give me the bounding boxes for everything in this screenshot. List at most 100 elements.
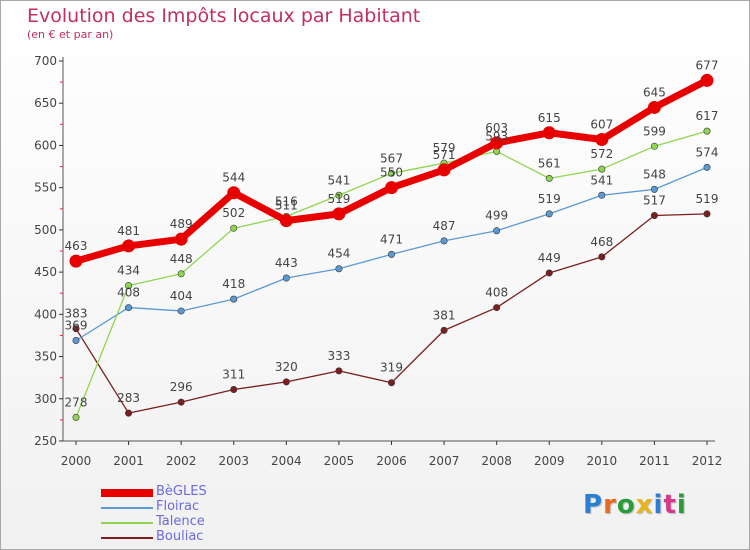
data-point-bègles [332, 207, 346, 221]
data-label-talence: 434 [117, 264, 140, 278]
data-label-bouliac: 311 [222, 367, 245, 381]
data-label-talence: 593 [485, 129, 508, 143]
data-label-floirac: 369 [65, 319, 88, 333]
data-label-bouliac: 333 [327, 349, 350, 363]
x-tick-label: 2008 [481, 454, 512, 468]
x-tick-label: 2011 [639, 454, 670, 468]
data-point-talence [598, 165, 606, 173]
data-point-floirac [72, 337, 80, 345]
data-label-bouliac: 519 [696, 192, 719, 206]
data-label-talence: 516 [275, 194, 298, 208]
x-tick-label: 2009 [534, 454, 565, 468]
data-label-talence: 572 [590, 147, 613, 161]
data-point-floirac [545, 210, 553, 218]
data-label-bouliac: 381 [433, 308, 456, 322]
data-point-bègles [69, 254, 83, 268]
data-label-floirac: 443 [275, 256, 298, 270]
x-tick-label: 2012 [692, 454, 723, 468]
y-tick-label: 450 [34, 265, 57, 279]
logo-letter: t [663, 490, 677, 520]
data-point-talence [650, 142, 658, 150]
logo-letter: i [676, 490, 687, 520]
legend-label: Talence [156, 514, 205, 529]
data-point-bègles [542, 126, 556, 140]
legend-label: Floirac [156, 499, 200, 514]
data-point-bouliac [125, 409, 133, 417]
data-point-bouliac [703, 210, 711, 218]
data-label-bègles: 677 [696, 58, 719, 72]
data-label-bouliac: 408 [485, 286, 508, 300]
proxiti-logo: Proxiti [583, 490, 687, 520]
data-label-bouliac: 296 [170, 380, 193, 394]
data-point-bègles [595, 133, 609, 147]
data-label-floirac: 408 [117, 286, 140, 300]
y-tick-label: 500 [34, 223, 57, 237]
data-point-talence [703, 127, 711, 135]
y-tick-label: 250 [34, 434, 57, 448]
data-point-bègles [279, 214, 293, 228]
data-point-floirac [493, 227, 501, 235]
data-point-bouliac [493, 304, 501, 312]
data-point-talence [335, 191, 343, 199]
data-label-bouliac: 320 [275, 360, 298, 374]
data-label-bègles: 463 [65, 239, 88, 253]
data-label-floirac: 487 [433, 219, 456, 233]
logo-letter: o [616, 490, 636, 520]
data-label-talence: 567 [380, 151, 403, 165]
data-point-talence [125, 282, 133, 290]
legend-swatch [101, 537, 153, 539]
data-label-bègles: 544 [222, 171, 245, 185]
data-label-talence: 541 [327, 173, 350, 187]
data-label-bouliac: 283 [117, 391, 140, 405]
data-label-floirac: 574 [696, 145, 719, 159]
data-point-talence [230, 224, 238, 232]
y-tick-label: 700 [34, 54, 57, 68]
data-point-bègles [227, 186, 241, 200]
x-tick-label: 2002 [166, 454, 197, 468]
logo-letter: r [603, 490, 617, 520]
data-label-bègles: 603 [485, 121, 508, 135]
data-label-floirac: 499 [485, 209, 508, 223]
y-tick-label: 400 [34, 307, 57, 321]
y-tick-label: 600 [34, 138, 57, 152]
x-tick-label: 2005 [324, 454, 355, 468]
data-point-bouliac [177, 398, 185, 406]
data-label-bouliac: 517 [643, 194, 666, 208]
data-label-floirac: 548 [643, 167, 666, 181]
data-point-talence [72, 413, 80, 421]
data-label-bouliac: 468 [590, 235, 613, 249]
data-point-floirac [598, 191, 606, 199]
legend-swatch [101, 522, 153, 524]
data-label-talence: 278 [65, 395, 88, 409]
data-label-floirac: 519 [538, 192, 561, 206]
data-point-bègles [647, 100, 661, 114]
data-label-floirac: 471 [380, 232, 403, 246]
data-label-talence: 561 [538, 156, 561, 170]
data-point-bouliac [440, 326, 448, 334]
logo-letter: x [635, 490, 654, 520]
data-point-bouliac [282, 378, 290, 386]
data-label-bègles: 511 [275, 199, 298, 213]
y-tick-label: 550 [34, 181, 57, 195]
legend-swatch [101, 489, 153, 497]
data-label-bègles: 645 [643, 85, 666, 99]
data-point-bègles [437, 163, 451, 177]
x-tick-label: 2010 [587, 454, 618, 468]
logo-letter: i [653, 490, 664, 520]
data-label-bègles: 481 [117, 224, 140, 238]
x-tick-label: 2003 [218, 454, 249, 468]
data-point-floirac [335, 265, 343, 273]
data-label-talence: 579 [433, 141, 456, 155]
data-point-bègles [700, 73, 714, 87]
logo-letter: P [583, 490, 604, 520]
data-label-talence: 599 [643, 124, 666, 138]
data-point-bouliac [650, 212, 658, 220]
legend-swatch [101, 507, 153, 509]
data-point-bègles [122, 239, 136, 253]
data-label-bègles: 607 [590, 118, 613, 132]
data-point-bouliac [598, 253, 606, 261]
data-label-talence: 617 [696, 109, 719, 123]
y-tick-label: 350 [34, 350, 57, 364]
